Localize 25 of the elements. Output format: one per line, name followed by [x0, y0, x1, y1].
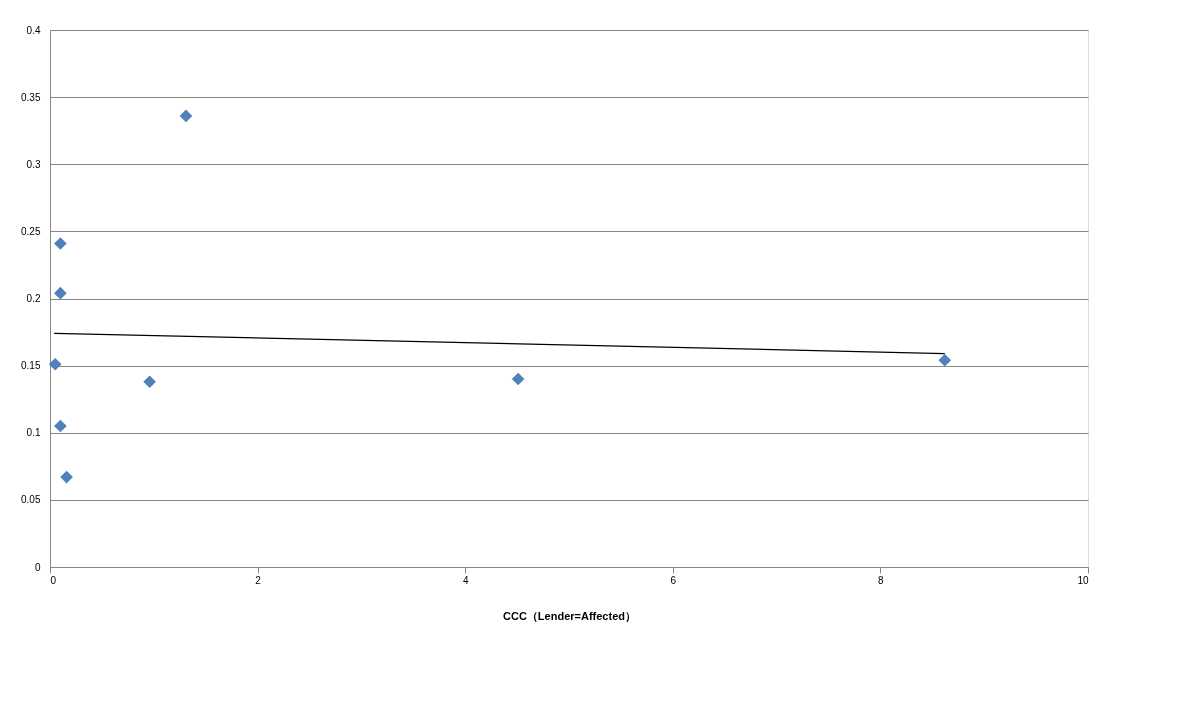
x-tick-label: 6 [670, 574, 677, 586]
y-tick-label: 0.4 [26, 24, 41, 36]
y-tick-label: 0.1 [26, 427, 41, 439]
x-tick-label: 8 [878, 574, 885, 586]
point [60, 470, 73, 484]
y-tick-label: 0.25 [21, 225, 41, 237]
x-tick-label: 0 [50, 574, 57, 586]
x-tick-label: 4 [462, 574, 469, 586]
y-tick-label: 0.15 [21, 360, 41, 372]
point [179, 109, 193, 123]
x-axis-title: CCC（Lender=Affected） [503, 609, 636, 623]
point [54, 237, 67, 250]
y-tick-label: 0 [34, 561, 41, 573]
point [143, 375, 156, 389]
point [511, 372, 525, 386]
point [54, 286, 67, 300]
y-tick-label: 0.3 [26, 158, 41, 170]
y-tick-label: 0.2 [26, 293, 41, 304]
y-tick-label: 0.35 [21, 91, 41, 103]
x-tick-label: 10 [1077, 574, 1089, 586]
y-tick-label: 0.05 [21, 494, 41, 506]
point [48, 357, 62, 371]
point [54, 419, 67, 433]
x-tick-label: 2 [255, 574, 262, 586]
point [938, 353, 952, 367]
